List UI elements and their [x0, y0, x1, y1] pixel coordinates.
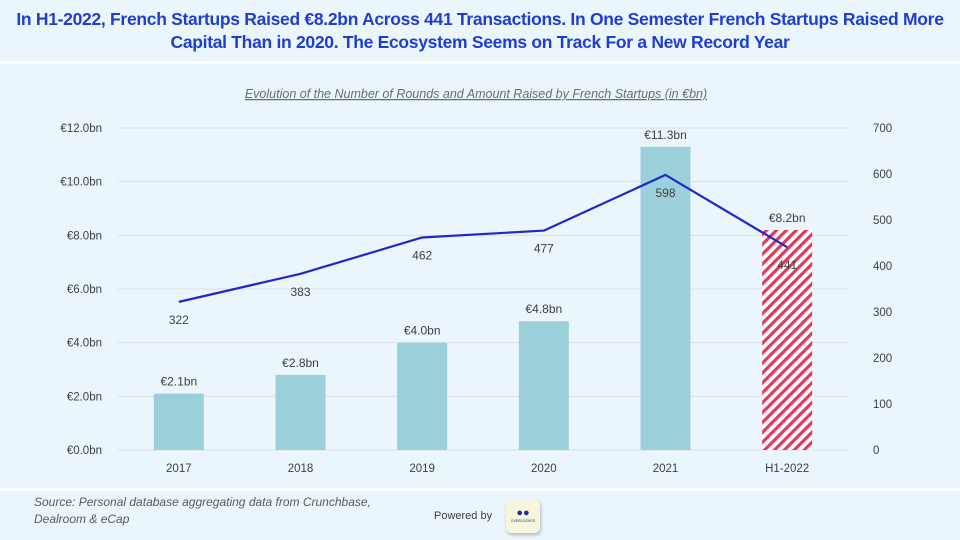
rounds-line-path	[178, 173, 788, 303]
y-left-tick-label: €12.0bn	[60, 123, 102, 135]
gridlines	[118, 127, 848, 451]
bar-hatched	[762, 229, 813, 450]
bars	[153, 146, 813, 450]
bar-value-label: €4.8bn	[525, 302, 562, 316]
chart-title: Evolution of the Number of Rounds and Am…	[245, 87, 707, 101]
rounds-value-label: 322	[169, 313, 189, 327]
x-tick-label: 2019	[409, 463, 435, 475]
rounds-value-label: 441	[777, 258, 797, 272]
bar-value-label: €2.1bn	[160, 375, 197, 389]
rounds-value-label: 477	[534, 242, 554, 256]
y-left-tick-label: €6.0bn	[67, 284, 102, 296]
data-labels: €2.1bn €2.8bn €4.0bn €4.8bn €11.3bn €8.2bn 322…	[160, 128, 805, 389]
x-tick-label: H1-2022	[765, 463, 809, 475]
bar	[640, 146, 691, 450]
rounds-line	[178, 173, 788, 303]
bar	[397, 342, 448, 450]
y-right-tick-label: 400	[873, 261, 892, 273]
y-right-tick-label: 200	[873, 353, 892, 365]
bar-value-label: €8.2bn	[769, 211, 806, 225]
combo-chart: Evolution of the Number of Rounds and Am…	[60, 87, 892, 475]
y-left-tick-label: €10.0bn	[60, 177, 102, 189]
rounds-value-label: 462	[412, 248, 432, 262]
y-right-tick-label: 500	[873, 215, 892, 227]
overlooked-logo: ●● OVERLOOKED	[506, 499, 540, 533]
bar-value-label: €11.3bn	[644, 128, 687, 142]
logo-text: OVERLOOKED	[510, 519, 536, 523]
x-tick-label: 2017	[166, 463, 192, 475]
y-right-tick-label: 600	[873, 169, 892, 181]
rounds-value-label: 598	[655, 186, 675, 200]
x-tick-label: 2018	[288, 463, 314, 475]
y-right-tick-label: 0	[873, 445, 879, 457]
y-left-tick-label: €4.0bn	[67, 338, 102, 350]
y-left-tick-label: €2.0bn	[67, 391, 102, 403]
bar-value-label: €4.0bn	[404, 324, 441, 338]
axes: €0.0bn €2.0bn €4.0bn €6.0bn €8.0bn €10.0bn €12…	[60, 123, 892, 475]
y-left-tick-label: €0.0bn	[67, 445, 102, 457]
header-banner: In H1-2022, French Startups Raised €8.2b…	[0, 0, 960, 61]
x-tick-label: 2020	[531, 463, 557, 475]
y-right-tick-label: 100	[873, 399, 892, 411]
source-note: Source: Personal database aggregating da…	[34, 495, 371, 526]
x-tick-label: 2021	[653, 463, 679, 475]
bar-value-label: €2.8bn	[282, 356, 319, 370]
bar	[518, 321, 569, 450]
y-left-tick-label: €8.0bn	[67, 230, 102, 242]
powered-by-label: Powered by	[434, 510, 493, 522]
bar	[275, 374, 326, 450]
y-right-tick-label: 300	[873, 307, 892, 319]
bar	[153, 393, 204, 450]
binoculars-icon: ●●	[516, 507, 530, 519]
footer-band	[0, 491, 960, 540]
rounds-value-label: 383	[290, 285, 310, 299]
page-title: In H1-2022, French Startups Raised €8.2b…	[16, 8, 944, 52]
y-right-tick-label: 700	[873, 123, 892, 135]
